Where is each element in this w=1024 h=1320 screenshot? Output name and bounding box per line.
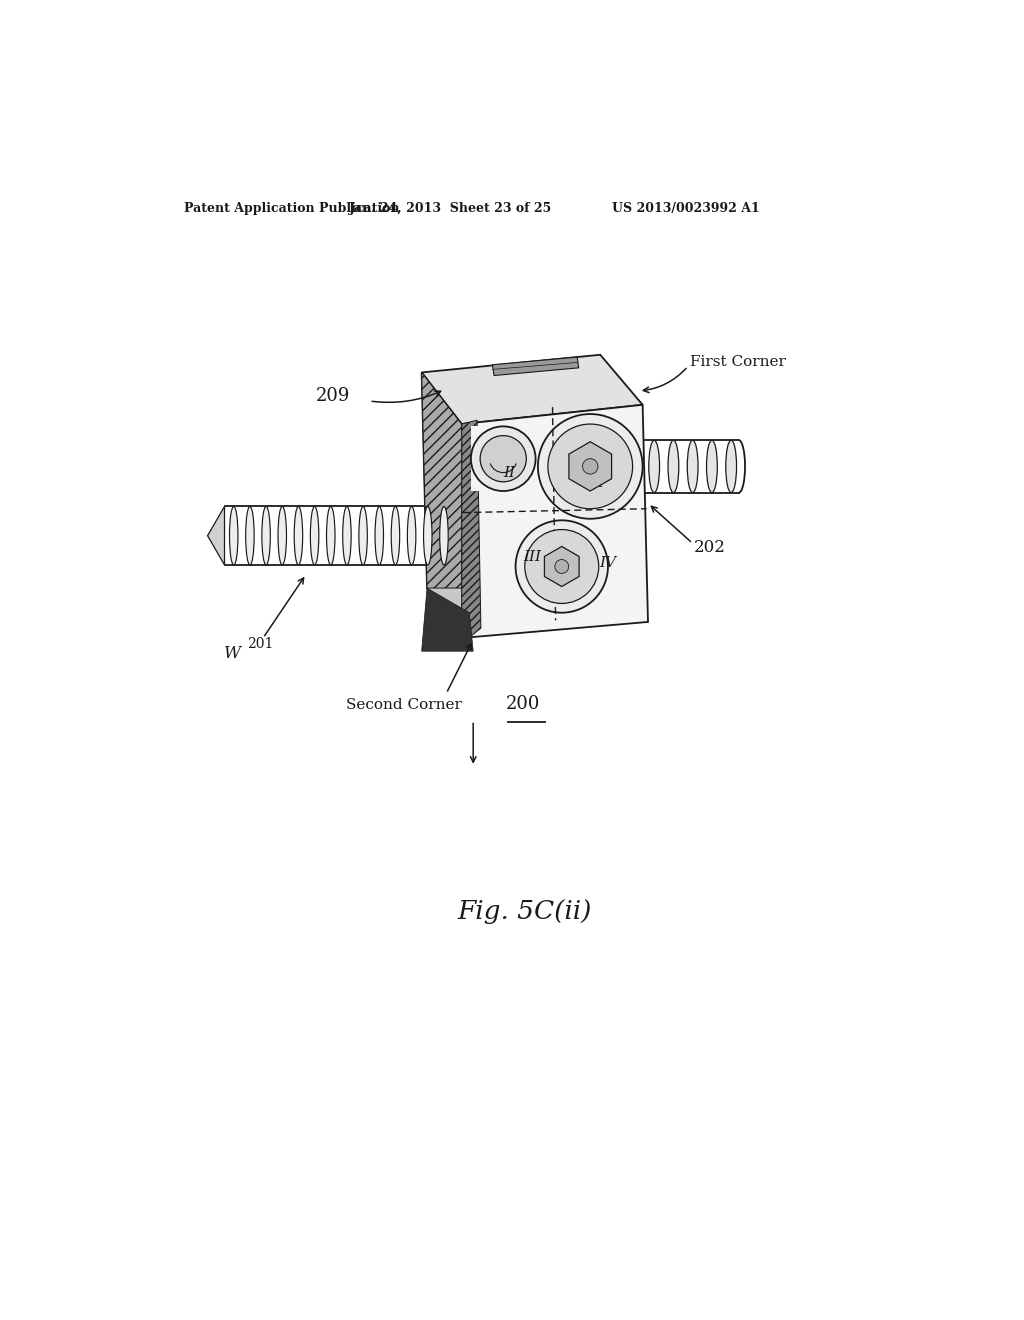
Ellipse shape <box>424 507 432 565</box>
Ellipse shape <box>391 507 399 565</box>
Polygon shape <box>471 426 536 491</box>
Text: Jan. 24, 2013  Sheet 23 of 25: Jan. 24, 2013 Sheet 23 of 25 <box>348 202 552 215</box>
Text: Fig. 5C(ii): Fig. 5C(ii) <box>458 899 592 924</box>
Polygon shape <box>462 420 481 638</box>
Polygon shape <box>493 358 579 376</box>
Polygon shape <box>422 372 469 638</box>
Ellipse shape <box>408 507 416 565</box>
Ellipse shape <box>327 507 335 565</box>
Ellipse shape <box>278 507 287 565</box>
Text: 201: 201 <box>247 638 273 651</box>
Ellipse shape <box>687 441 698 492</box>
Text: Second Corner: Second Corner <box>346 698 462 711</box>
Circle shape <box>555 560 568 573</box>
Ellipse shape <box>439 507 449 565</box>
Polygon shape <box>462 405 648 638</box>
Ellipse shape <box>343 507 351 565</box>
Ellipse shape <box>375 507 384 565</box>
Ellipse shape <box>707 441 717 492</box>
Polygon shape <box>422 355 643 424</box>
Circle shape <box>515 520 608 612</box>
Text: II: II <box>504 466 515 479</box>
Text: Patent Application Publication: Patent Application Publication <box>184 202 400 215</box>
Text: First Corner: First Corner <box>689 355 785 368</box>
Circle shape <box>480 436 526 482</box>
Polygon shape <box>545 546 580 586</box>
Polygon shape <box>569 442 611 491</box>
Ellipse shape <box>262 507 270 565</box>
Text: 202: 202 <box>694 539 726 556</box>
Ellipse shape <box>229 507 238 565</box>
Circle shape <box>538 414 643 519</box>
Ellipse shape <box>649 441 659 492</box>
Circle shape <box>471 426 536 491</box>
Polygon shape <box>422 372 462 589</box>
Ellipse shape <box>726 441 736 492</box>
Text: III: III <box>523 550 542 564</box>
Polygon shape <box>422 589 473 651</box>
Text: 200: 200 <box>506 694 541 713</box>
Text: I: I <box>597 477 603 490</box>
Ellipse shape <box>310 507 318 565</box>
Circle shape <box>583 459 598 474</box>
Text: 209: 209 <box>315 387 350 404</box>
Text: IV: IV <box>599 556 616 570</box>
Circle shape <box>548 424 633 508</box>
Circle shape <box>524 529 599 603</box>
Ellipse shape <box>246 507 254 565</box>
Text: US 2013/0023992 A1: US 2013/0023992 A1 <box>611 202 760 215</box>
Ellipse shape <box>294 507 303 565</box>
Ellipse shape <box>358 507 368 565</box>
Polygon shape <box>208 507 224 565</box>
Ellipse shape <box>668 441 679 492</box>
Text: W: W <box>223 645 241 663</box>
